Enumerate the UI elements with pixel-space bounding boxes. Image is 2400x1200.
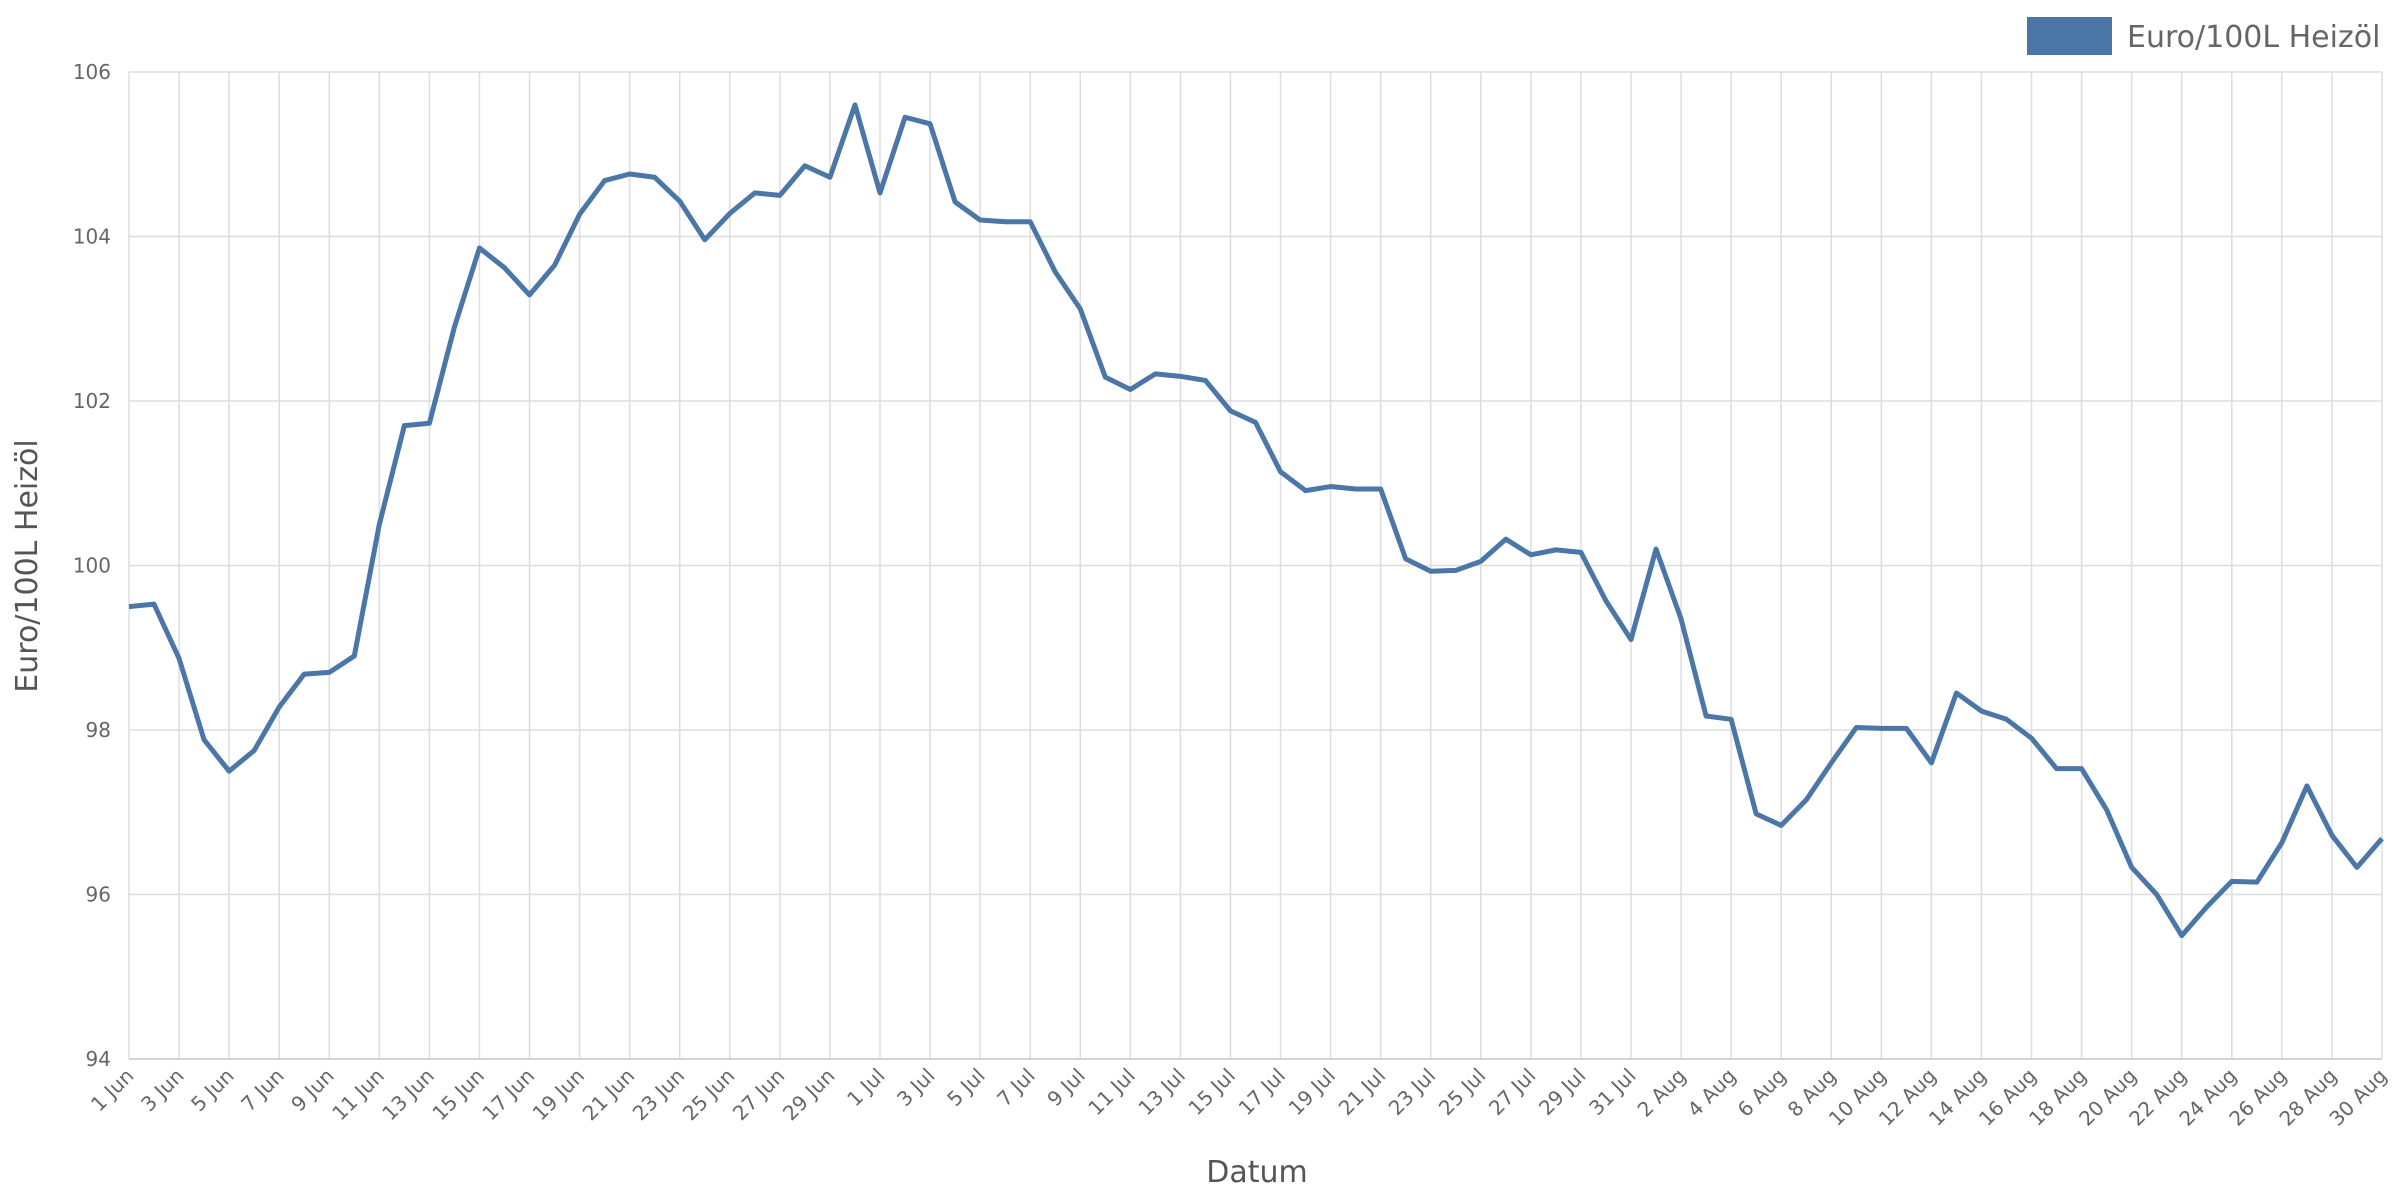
x-tick-label: 19 Jun bbox=[528, 1064, 590, 1126]
x-tick-label: 3 Jul bbox=[892, 1064, 940, 1112]
x-tick-label: 21 Jul bbox=[1334, 1064, 1391, 1121]
x-tick-label: 17 Jun bbox=[478, 1064, 540, 1126]
x-tick-label: 29 Jul bbox=[1534, 1064, 1591, 1121]
x-tick-label: 15 Jun bbox=[427, 1064, 489, 1126]
x-tick-label: 17 Jul bbox=[1234, 1064, 1291, 1121]
y-tick-label: 98 bbox=[86, 718, 111, 742]
x-tick-label: 5 Jul bbox=[942, 1064, 990, 1112]
x-tick-label: 25 Jul bbox=[1434, 1064, 1491, 1121]
x-tick-label: 23 Jun bbox=[628, 1064, 690, 1126]
x-tick-label: 13 Jun bbox=[377, 1064, 439, 1126]
x-tick-label: 9 Jul bbox=[1042, 1064, 1090, 1112]
x-tick-label: 3 Jun bbox=[136, 1064, 189, 1117]
x-tick-label: 11 Jul bbox=[1083, 1064, 1140, 1121]
y-tick-label: 100 bbox=[73, 554, 111, 578]
legend-swatch bbox=[2027, 17, 2112, 55]
x-tick-label: 6 Aug bbox=[1733, 1064, 1791, 1122]
x-tick-label: 4 Aug bbox=[1683, 1064, 1741, 1122]
x-tick-label: 11 Jun bbox=[327, 1064, 389, 1126]
y-tick-label: 96 bbox=[86, 883, 111, 907]
x-tick-label: 19 Jul bbox=[1284, 1064, 1341, 1121]
data-line bbox=[128, 102, 2384, 939]
x-tick-label: 21 Jun bbox=[578, 1064, 640, 1126]
legend-label: Euro/100L Heizöl bbox=[2127, 20, 2380, 55]
y-tick-label: 106 bbox=[73, 60, 111, 84]
x-tick-label: 15 Jul bbox=[1183, 1064, 1240, 1121]
x-tick-label: 7 Jul bbox=[992, 1064, 1040, 1112]
x-tick-label: 7 Jun bbox=[236, 1064, 289, 1117]
y-axis-title: Euro/100L Heizöl bbox=[10, 439, 45, 692]
y-tick-label: 102 bbox=[73, 389, 111, 413]
x-tick-label: 13 Jul bbox=[1133, 1064, 1190, 1121]
y-tick-label: 104 bbox=[73, 225, 111, 249]
x-tick-label: 29 Jun bbox=[778, 1064, 840, 1126]
x-axis-title: Datum bbox=[1206, 1155, 1307, 1190]
x-tick-label: 25 Jun bbox=[678, 1064, 740, 1126]
x-tick-label: 27 Jul bbox=[1484, 1064, 1541, 1121]
x-tick-label: 1 Jun bbox=[86, 1064, 139, 1117]
x-tick-label: 2 Aug bbox=[1633, 1064, 1691, 1122]
x-tick-label: 1 Jul bbox=[842, 1064, 890, 1112]
y-tick-label: 94 bbox=[86, 1047, 111, 1071]
x-tick-label: 31 Jul bbox=[1584, 1064, 1641, 1121]
x-tick-label: 23 Jul bbox=[1384, 1064, 1441, 1121]
x-tick-label: 27 Jun bbox=[728, 1064, 790, 1126]
x-tick-label: 5 Jun bbox=[186, 1064, 239, 1117]
